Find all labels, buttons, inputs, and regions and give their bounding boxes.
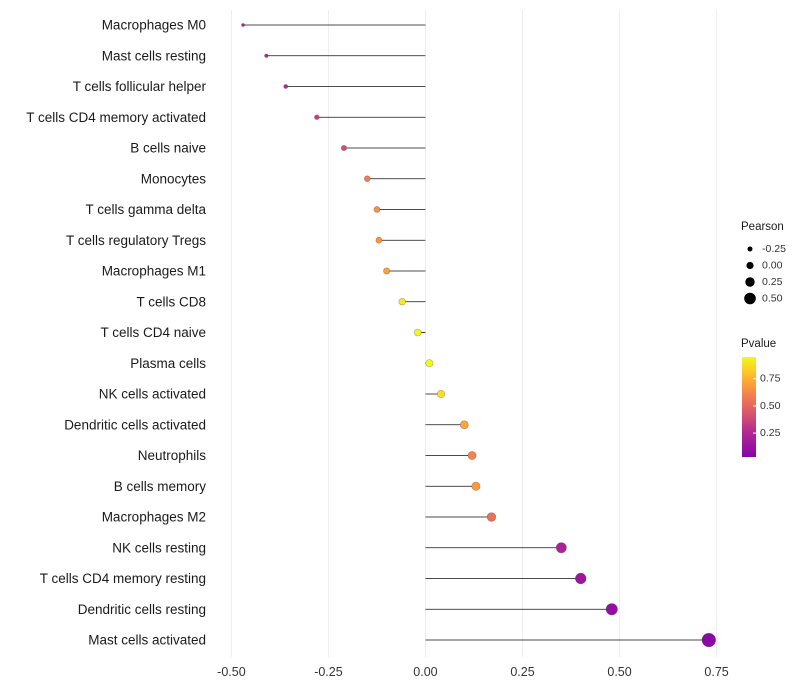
pvalue-colorbar bbox=[742, 357, 756, 457]
category-label: Dendritic cells resting bbox=[78, 602, 206, 617]
category-label: Mast cells activated bbox=[88, 633, 206, 648]
x-tick-label: 0.75 bbox=[704, 665, 728, 679]
data-point bbox=[314, 114, 320, 120]
category-label: Macrophages M0 bbox=[102, 18, 206, 33]
category-label: Neutrophils bbox=[138, 448, 207, 463]
category-label: T cells gamma delta bbox=[85, 202, 206, 217]
data-point bbox=[340, 145, 347, 151]
data-point bbox=[425, 359, 434, 368]
data-point bbox=[264, 53, 269, 58]
pearson-legend-dot bbox=[746, 261, 754, 270]
category-label: Macrophages M2 bbox=[102, 510, 206, 525]
category-label: NK cells resting bbox=[112, 540, 206, 555]
data-point bbox=[283, 84, 289, 89]
data-point bbox=[364, 175, 371, 182]
data-point bbox=[459, 420, 469, 430]
data-point bbox=[413, 328, 422, 337]
data-point bbox=[373, 206, 381, 213]
category-label: B cells naive bbox=[130, 141, 206, 156]
pvalue-legend-title: Pvalue bbox=[741, 338, 776, 350]
x-tick-label: 0.00 bbox=[413, 665, 437, 679]
category-label: T cells CD4 memory activated bbox=[26, 110, 206, 125]
pearson-legend-dot bbox=[747, 246, 753, 252]
data-point bbox=[555, 542, 567, 554]
pearson-legend-label: 0.25 bbox=[762, 276, 783, 288]
data-point bbox=[375, 236, 383, 244]
pvalue-legend-label: 0.75 bbox=[760, 373, 781, 385]
x-tick-label: 0.50 bbox=[607, 665, 631, 679]
category-label: Macrophages M1 bbox=[102, 264, 206, 279]
data-point bbox=[467, 451, 477, 460]
data-point bbox=[436, 389, 446, 399]
category-label: Plasma cells bbox=[130, 356, 206, 371]
category-label: B cells memory bbox=[114, 479, 207, 494]
data-point bbox=[471, 481, 481, 491]
category-label: T cells CD4 naive bbox=[100, 325, 206, 340]
x-tick-label: -0.50 bbox=[217, 665, 246, 679]
category-label: Mast cells resting bbox=[102, 48, 206, 63]
data-point bbox=[383, 267, 391, 275]
pearson-legend-label: 0.00 bbox=[762, 260, 783, 272]
x-tick-label: -0.25 bbox=[314, 665, 343, 679]
data-point bbox=[486, 512, 497, 522]
category-label: T cells regulatory Tregs bbox=[66, 233, 206, 248]
pearson-legend-dot bbox=[744, 292, 756, 305]
category-label: T cells CD4 memory resting bbox=[40, 571, 206, 586]
data-point bbox=[575, 572, 587, 585]
pearson-legend-dot bbox=[745, 277, 755, 287]
category-label: Dendritic cells activated bbox=[64, 417, 206, 432]
category-label: T cells CD8 bbox=[136, 294, 206, 309]
category-label: T cells follicular helper bbox=[73, 79, 207, 94]
pvalue-legend-label: 0.50 bbox=[760, 400, 781, 412]
category-label: Monocytes bbox=[141, 171, 207, 186]
pearson-legend-label: 0.50 bbox=[762, 293, 783, 305]
data-point bbox=[241, 23, 245, 27]
category-label: NK cells activated bbox=[99, 387, 206, 402]
x-tick-label: 0.25 bbox=[510, 665, 534, 679]
pvalue-legend-label: 0.25 bbox=[760, 427, 781, 439]
data-point bbox=[605, 603, 618, 616]
data-point bbox=[701, 632, 716, 648]
data-point bbox=[398, 298, 406, 306]
pearson-legend-label: -0.25 bbox=[762, 243, 786, 255]
pearson-legend-title: Pearson bbox=[741, 221, 784, 233]
